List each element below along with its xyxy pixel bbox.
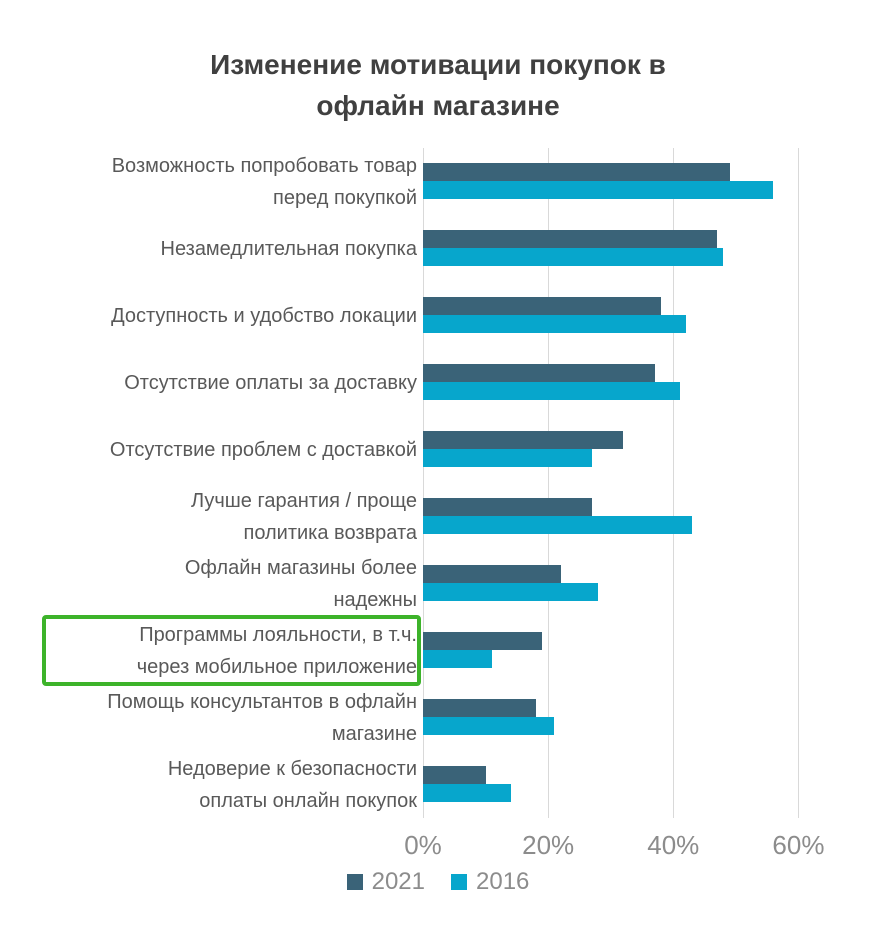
category-bars <box>423 215 861 282</box>
category-label-line: Помощь консультантов в офлайн <box>107 690 417 713</box>
category-label-line: оплаты онлайн покупок <box>199 789 417 812</box>
category-row: Отсутствие проблем с доставкой <box>0 416 876 483</box>
bar-2021 <box>423 632 542 650</box>
category-bars <box>423 282 861 349</box>
category-label-line: Доступность и удобство локации <box>111 304 417 327</box>
category-label: Доступность и удобство локации <box>0 282 423 349</box>
category-label-line: Лучше гарантия / проще <box>190 489 417 512</box>
x-axis: 0% 20% 40% 60% <box>404 818 861 866</box>
bar-2016 <box>423 516 693 534</box>
category-bars <box>423 349 861 416</box>
bar-2016 <box>423 248 724 266</box>
category-row: Доступность и удобство локации <box>0 282 876 349</box>
gridline <box>798 148 800 818</box>
legend-item-2016: 2016 <box>451 868 529 896</box>
chart-title: Изменение мотивации покупок в офлайн маг… <box>0 0 876 126</box>
bar-2021 <box>423 431 624 449</box>
bar-2016 <box>423 784 511 802</box>
bar-2021 <box>423 498 592 516</box>
legend: 2021 2016 <box>0 868 876 896</box>
category-label-line: Отсутствие оплаты за доставку <box>124 371 417 394</box>
bar-2016 <box>423 650 492 668</box>
category-label: Возможность попробовать товар перед покуп… <box>0 148 423 215</box>
category-label: Недоверие к безопасности оплаты онлайн по… <box>0 751 423 818</box>
category-row: Программы лояльности, в т.ч. через мобиль… <box>0 615 876 686</box>
category-row: Недоверие к безопасности оплаты онлайн по… <box>0 751 876 818</box>
bar-2016 <box>423 181 774 199</box>
category-label-line: Программы лояльности, в т.ч. <box>139 623 417 646</box>
bar-2016 <box>423 717 555 735</box>
legend-swatch-icon <box>346 874 363 890</box>
plot-area: Возможность попробовать товар перед покуп… <box>0 148 876 818</box>
gridlines <box>423 148 861 818</box>
category-label: Помощь консультантов в офлайн магазине <box>0 684 423 751</box>
bar-2016 <box>423 382 680 400</box>
x-tick-label: 40% <box>647 830 700 860</box>
gridline <box>548 148 550 818</box>
bar-2021 <box>423 230 718 248</box>
category-row: Возможность попробовать товар перед покуп… <box>0 148 876 215</box>
category-label-line: Возможность попробовать товар <box>111 154 417 177</box>
x-tick-label: 0% <box>404 830 442 860</box>
category-row: Помощь консультантов в офлайн магазине <box>0 684 876 751</box>
category-label-line: Недоверие к безопасности <box>167 757 417 780</box>
category-label: Отсутствие оплаты за доставку <box>0 349 423 416</box>
category-bars <box>423 617 861 684</box>
category-row: Офлайн магазины более надежны <box>0 550 876 617</box>
bar-2021 <box>423 297 661 315</box>
x-tick-label: 20% <box>522 830 575 860</box>
bar-2016 <box>423 583 599 601</box>
category-label: Программы лояльности, в т.ч. через мобиль… <box>0 615 423 686</box>
category-label-line: Офлайн магазины более <box>184 556 417 579</box>
chart-title-line2: офлайн магазине <box>316 90 560 121</box>
category-label-line: перед покупкой <box>272 186 417 209</box>
legend-item-label: 2021 <box>371 868 425 895</box>
category-label-line: через мобильное приложение <box>136 655 417 678</box>
category-bars <box>423 550 861 617</box>
category-bars <box>423 483 861 550</box>
bar-2021 <box>423 163 730 181</box>
category-bars <box>423 751 861 818</box>
category-row: Отсутствие оплаты за доставку <box>0 349 876 416</box>
x-tick-label: 60% <box>772 830 825 860</box>
category-label: Лучше гарантия / проще политика возврата <box>0 483 423 550</box>
category-label-line: Незамедлительная покупка <box>160 237 417 260</box>
bar-2021 <box>423 766 486 784</box>
bar-2021 <box>423 699 536 717</box>
category-label-line: надежны <box>333 588 417 611</box>
category-row: Незамедлительная покупка <box>0 215 876 282</box>
bar-2021 <box>423 364 655 382</box>
gridline <box>423 148 424 818</box>
bar-2016 <box>423 315 686 333</box>
category-bars <box>423 684 861 751</box>
category-row: Лучше гарантия / проще политика возврата <box>0 483 876 550</box>
category-bars <box>423 416 861 483</box>
legend-item-label: 2016 <box>476 868 530 895</box>
category-label: Незамедлительная покупка <box>0 215 423 282</box>
category-label-line: магазине <box>331 722 417 745</box>
gridline <box>673 148 675 818</box>
category-bars <box>423 148 861 215</box>
legend-swatch-icon <box>451 874 467 890</box>
legend-item-2021: 2021 <box>346 868 425 896</box>
chart-title-line1: Изменение мотивации покупок в <box>210 49 666 80</box>
bar-2016 <box>423 449 592 467</box>
category-label-line: Отсутствие проблем с доставкой <box>109 438 417 461</box>
bar-2021 <box>423 565 561 583</box>
category-rows: Возможность попробовать товар перед покуп… <box>0 148 876 818</box>
category-label-line: политика возврата <box>243 521 417 544</box>
category-label: Офлайн магазины более надежны <box>0 550 423 617</box>
category-label: Отсутствие проблем с доставкой <box>0 416 423 483</box>
